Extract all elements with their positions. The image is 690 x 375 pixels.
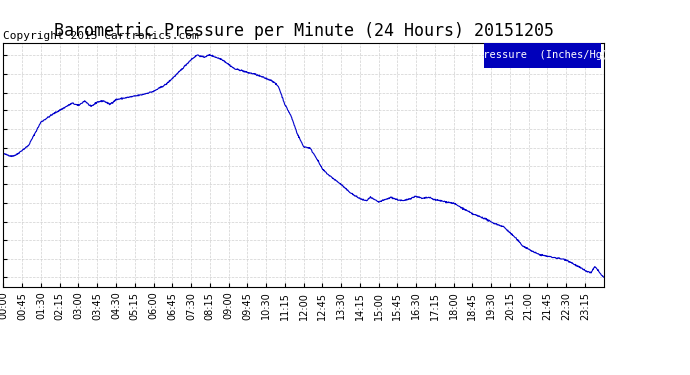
Text: Copyright 2015 Cartronics.com: Copyright 2015 Cartronics.com bbox=[3, 32, 199, 41]
Title: Barometric Pressure per Minute (24 Hours) 20151205: Barometric Pressure per Minute (24 Hours… bbox=[54, 22, 553, 40]
